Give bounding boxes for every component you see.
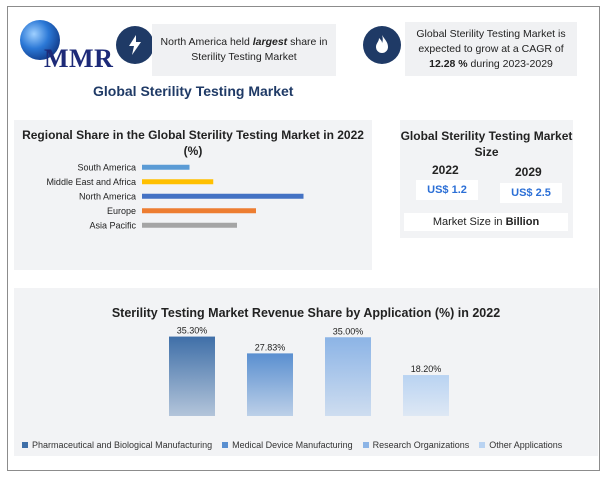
application-legend: Pharmaceutical and Biological Manufactur… bbox=[22, 440, 600, 450]
lightning-icon bbox=[116, 26, 154, 64]
legend-item: Medical Device Manufacturing bbox=[222, 440, 353, 450]
application-value-label: 35.00% bbox=[333, 326, 364, 336]
region-bar bbox=[142, 222, 237, 228]
region-bar bbox=[142, 164, 190, 170]
legend-item: Pharmaceutical and Biological Manufactur… bbox=[22, 440, 212, 450]
legend-label: Medical Device Manufacturing bbox=[232, 440, 353, 450]
application-bar bbox=[325, 337, 371, 416]
north-america-callout: North America held largest share in Ster… bbox=[152, 24, 336, 76]
legend-label: Research Organizations bbox=[372, 440, 470, 450]
globe-icon bbox=[20, 20, 60, 60]
application-bar bbox=[169, 336, 215, 416]
legend-item: Research Organizations bbox=[362, 440, 470, 450]
logo-text: MMR bbox=[44, 44, 114, 73]
mmr-logo: MMR bbox=[14, 18, 124, 78]
value-2022: US$ 1.2 bbox=[416, 180, 478, 200]
legend-label: Pharmaceutical and Biological Manufactur… bbox=[32, 440, 213, 450]
region-label: South America bbox=[77, 162, 136, 172]
application-share-chart: 35.30% 27.83% 35.00% 18.20% bbox=[169, 326, 449, 416]
application-share-panel bbox=[14, 288, 598, 456]
region-bar bbox=[142, 208, 256, 214]
value-2029: US$ 2.5 bbox=[500, 183, 562, 203]
region-bar bbox=[142, 193, 304, 199]
market-size-title: Global Sterility Testing Market Size bbox=[400, 129, 573, 159]
year-2029: 2029 bbox=[515, 165, 542, 179]
region-label: Middle East and Africa bbox=[46, 177, 136, 187]
application-chart-title: Sterility Testing Market Revenue Share b… bbox=[111, 306, 501, 320]
region-label: North America bbox=[79, 191, 136, 201]
page-title: Global Sterility Testing Market bbox=[93, 83, 294, 99]
regional-share-chart: South America Middle East and Africa North… bbox=[46, 162, 304, 230]
legend-swatch bbox=[222, 442, 229, 448]
regional-chart-title: Regional Share in the Global Sterility T… bbox=[22, 128, 364, 158]
legend-label: Other Applications bbox=[489, 440, 563, 450]
application-bar bbox=[403, 375, 449, 416]
application-value-label: 18.20% bbox=[411, 364, 442, 374]
region-bar bbox=[142, 179, 214, 185]
legend-swatch bbox=[22, 442, 28, 448]
application-value-label: 27.83% bbox=[255, 342, 286, 352]
legend-swatch bbox=[479, 442, 486, 448]
application-bar bbox=[247, 353, 293, 416]
infographic-frame bbox=[7, 6, 600, 471]
legend-swatch bbox=[362, 442, 369, 448]
application-value-label: 35.30% bbox=[177, 326, 208, 336]
year-2022: 2022 bbox=[432, 163, 459, 177]
legend-item: Other Applications bbox=[479, 440, 562, 450]
market-size-unit: Market Size in Billion bbox=[404, 213, 568, 231]
region-label: Asia Pacific bbox=[89, 220, 136, 230]
region-label: Europe bbox=[107, 206, 136, 216]
flame-icon bbox=[363, 26, 401, 64]
cagr-callout: Global Sterility Testing Market is expec… bbox=[405, 22, 577, 76]
